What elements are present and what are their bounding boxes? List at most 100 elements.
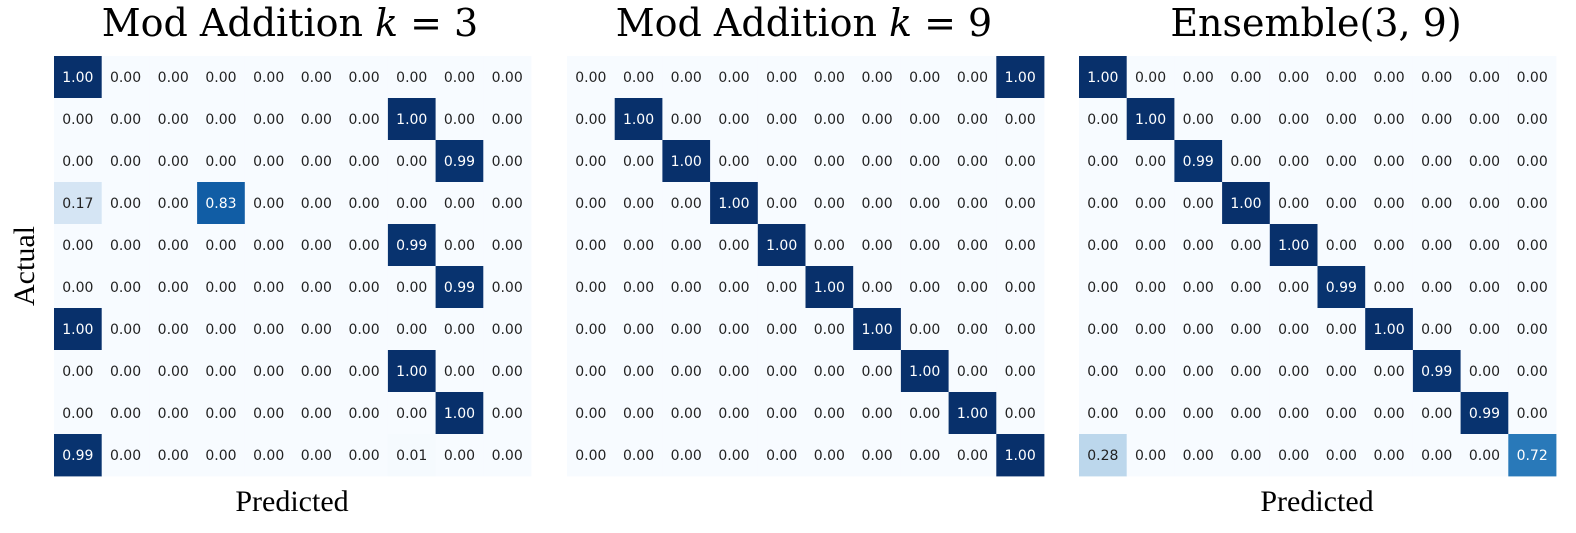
cell-value-label: 0.00 [110, 238, 141, 254]
heatmap-cell [757, 140, 806, 183]
cell-value-label: 1.00 [766, 238, 797, 254]
heatmap-cell [1460, 182, 1509, 225]
heatmap-cell [1126, 140, 1175, 183]
heatmap-cell [435, 392, 484, 435]
cell-value-label: 0.00 [1278, 364, 1309, 380]
cell-value-label: 0.00 [1469, 364, 1500, 380]
heatmap-cell [805, 266, 854, 309]
cell-value-label: 0.00 [766, 112, 797, 128]
heatmap-cell [244, 392, 293, 435]
cell-value-label: 0.00 [814, 112, 845, 128]
heatmap-cell [1460, 308, 1509, 351]
heatmap-cell [1269, 224, 1318, 267]
heatmap-cell [614, 266, 663, 309]
heatmap-cell [101, 434, 150, 477]
cell-value-label: 0.00 [1421, 196, 1452, 212]
cell-value-label: 0.00 [909, 154, 940, 170]
cell-value-label: 0.00 [396, 280, 427, 296]
cell-value-label: 0.00 [909, 280, 940, 296]
heatmap-cell [900, 56, 949, 99]
cell-value-label: 0.00 [1373, 154, 1404, 170]
cell-value-label: 0.00 [718, 322, 749, 338]
cell-value-label: 0.00 [1087, 196, 1118, 212]
heatmap-cell [1412, 140, 1461, 183]
cell-value-label: 0.00 [1005, 238, 1036, 254]
heatmap-cell [54, 182, 103, 225]
heatmap-cell [996, 182, 1045, 225]
heatmap-grid: 1.00 0.00 0.00 0.00 0.00 0.00 0.00 0.00 0.00 0.00… [1079, 56, 1557, 477]
heatmap-cell [483, 308, 532, 351]
heatmap-cell [1365, 98, 1414, 141]
heatmap-cell [614, 224, 663, 267]
heatmap-cell [805, 224, 854, 267]
heatmap-cell [1174, 98, 1223, 141]
cell-value-label: 0.00 [1230, 406, 1261, 422]
heatmap-cell [1365, 266, 1414, 309]
cell-value-label: 0.00 [1421, 238, 1452, 254]
heatmap-cell [996, 266, 1045, 309]
heatmap-cell [1508, 434, 1557, 477]
heatmap-cell [1126, 98, 1175, 141]
heatmap-cell [387, 392, 436, 435]
heatmap-cell [1508, 350, 1557, 393]
cell-value-label: 0.00 [1183, 280, 1214, 296]
heatmap-cell [614, 98, 663, 141]
heatmap-cell [1126, 266, 1175, 309]
cell-value-label: 0.00 [348, 154, 379, 170]
cell-value-label: 0.00 [623, 196, 654, 212]
cell-value-label: 0.00 [205, 238, 236, 254]
cell-value-label: 0.00 [1230, 112, 1261, 128]
heatmap-cell [1174, 434, 1223, 477]
heatmap-cell [1412, 182, 1461, 225]
heatmap-cell [1079, 182, 1128, 225]
cell-value-label: 0.00 [1278, 70, 1309, 86]
cell-value-label: 0.00 [1326, 406, 1357, 422]
cell-value-label: 0.00 [1005, 322, 1036, 338]
cell-value-label: 0.00 [671, 448, 702, 464]
heatmap-cell [805, 182, 854, 225]
cell-value-label: 0.00 [814, 196, 845, 212]
cell-value-label: 0.00 [623, 70, 654, 86]
heatmap-cell [710, 392, 759, 435]
cell-value-label: 0.00 [861, 406, 892, 422]
heatmap-cell [853, 224, 902, 267]
heatmap-cell [900, 308, 949, 351]
heatmap-cell [948, 308, 997, 351]
cell-value-label: 0.00 [1517, 364, 1548, 380]
heatmap-cell [292, 224, 341, 267]
cell-value-label: 0.00 [253, 280, 284, 296]
heatmap-cell [197, 182, 246, 225]
cell-value-label: 0.00 [1135, 364, 1166, 380]
heatmap-cell [149, 392, 198, 435]
cell-value-label: 0.00 [444, 196, 475, 212]
cell-value-label: 0.00 [205, 364, 236, 380]
heatmap-cell [1317, 140, 1366, 183]
cell-value-label: 0.00 [492, 448, 523, 464]
cell-value-label: 0.01 [396, 448, 427, 464]
cell-value-label: 1.00 [1005, 70, 1036, 86]
heatmap-cell [662, 140, 711, 183]
cell-value-label: 0.00 [62, 112, 93, 128]
heatmap-cell [853, 56, 902, 99]
heatmap-cell [435, 182, 484, 225]
heatmap-cell [1460, 434, 1509, 477]
cell-value-label: 0.00 [205, 448, 236, 464]
heatmap-cell [483, 98, 532, 141]
cell-value-label: 1.00 [396, 112, 427, 128]
cell-value-label: 0.00 [575, 406, 606, 422]
heatmap-cell [101, 56, 150, 99]
heatmap-cell [340, 182, 389, 225]
heatmap-cell [853, 308, 902, 351]
heatmap-cell [340, 350, 389, 393]
cell-value-label: 0.00 [575, 70, 606, 86]
cell-value-label: 0.99 [62, 448, 93, 464]
cell-value-label: 1.00 [671, 154, 702, 170]
heatmap-cell [292, 56, 341, 99]
cell-value-label: 0.00 [1469, 112, 1500, 128]
heatmap-cell [853, 392, 902, 435]
cell-value-label: 0.00 [909, 196, 940, 212]
cell-value-label: 0.00 [575, 196, 606, 212]
cell-value-label: 0.00 [814, 70, 845, 86]
heatmap-cell [54, 224, 103, 267]
heatmap-cell [662, 98, 711, 141]
